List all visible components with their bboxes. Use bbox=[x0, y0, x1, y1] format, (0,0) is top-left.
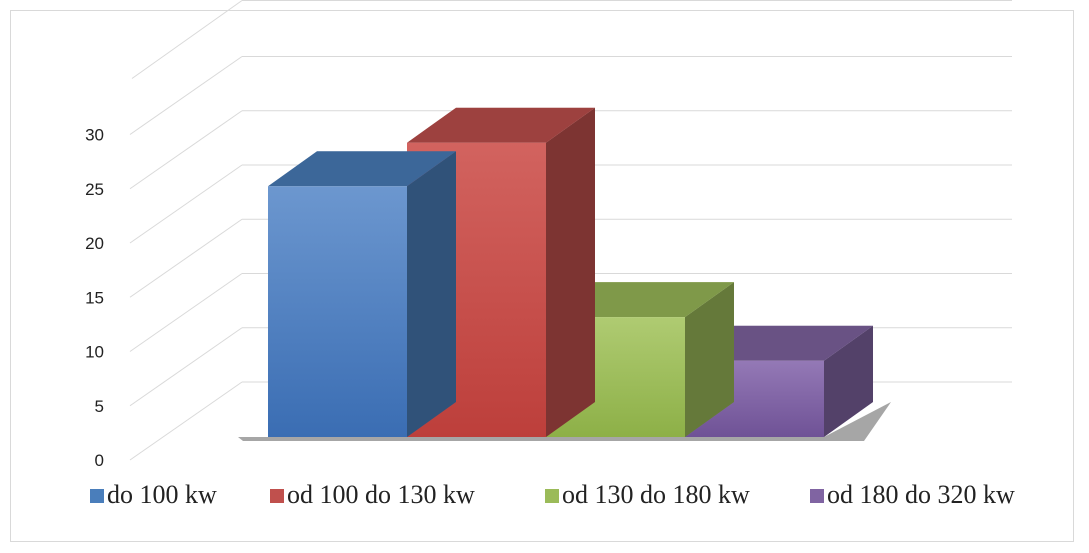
bar-top-shade bbox=[268, 151, 456, 187]
y-tick-label: 10 bbox=[85, 343, 104, 362]
y-tick-label: 20 bbox=[85, 234, 104, 253]
shadow-shape bbox=[238, 402, 891, 441]
legend-item: od 100 do 130 kw bbox=[270, 480, 475, 509]
bar-side-shade bbox=[407, 151, 456, 438]
legend-item: do 100 kw bbox=[90, 480, 217, 509]
bars bbox=[268, 107, 873, 438]
legend-swatch bbox=[270, 489, 284, 503]
bar-side-shade bbox=[685, 282, 734, 437]
legend: do 100 kw od 100 do 130 kw od 130 do 180 k… bbox=[90, 480, 1015, 509]
bar-side-face bbox=[407, 151, 456, 438]
gridline-diagonal bbox=[129, 381, 243, 461]
gridline-diagonal bbox=[129, 273, 243, 352]
y-tick-label: 30 bbox=[85, 126, 104, 145]
gridline-diagonal bbox=[129, 327, 243, 407]
y-tick-label: 0 bbox=[95, 451, 104, 470]
bar-top-face bbox=[407, 107, 595, 143]
bar-front-face bbox=[268, 186, 407, 437]
bar-side-shade bbox=[546, 107, 595, 437]
gridline-diagonal bbox=[129, 218, 243, 298]
bar-1 bbox=[268, 151, 456, 438]
legend-label: do 100 kw bbox=[107, 480, 217, 509]
floor-shadow bbox=[238, 402, 891, 441]
legend-label: od 130 do 180 kw bbox=[562, 480, 750, 509]
legend-item: od 130 do 180 kw bbox=[545, 480, 750, 509]
bar-side-face bbox=[824, 325, 873, 437]
bar-4 bbox=[685, 325, 873, 437]
gridline-diagonal bbox=[129, 56, 243, 135]
bar-side-face bbox=[685, 282, 734, 437]
legend-item: od 180 do 320 kw bbox=[810, 480, 1015, 509]
legend-swatch bbox=[545, 489, 559, 503]
y-axis-tick-labels: 0 5 10 15 20 25 30 bbox=[85, 126, 104, 471]
gridline-diagonal bbox=[131, 0, 243, 79]
legend-swatch bbox=[810, 489, 824, 503]
gridline-diagonal bbox=[129, 110, 243, 190]
legend-label: od 180 do 320 kw bbox=[827, 480, 1015, 509]
bar-top-shade bbox=[407, 107, 595, 143]
bar-side-shade bbox=[824, 325, 873, 437]
gridline-diagonal bbox=[129, 164, 243, 244]
legend-label: od 100 do 130 kw bbox=[287, 480, 475, 509]
bar-side-face bbox=[546, 107, 595, 437]
y-tick-label: 15 bbox=[85, 288, 104, 307]
legend-swatch bbox=[90, 489, 104, 503]
y-tick-label: 5 bbox=[95, 397, 104, 416]
bar-top-face bbox=[268, 151, 456, 187]
y-tick-label: 25 bbox=[85, 180, 104, 199]
